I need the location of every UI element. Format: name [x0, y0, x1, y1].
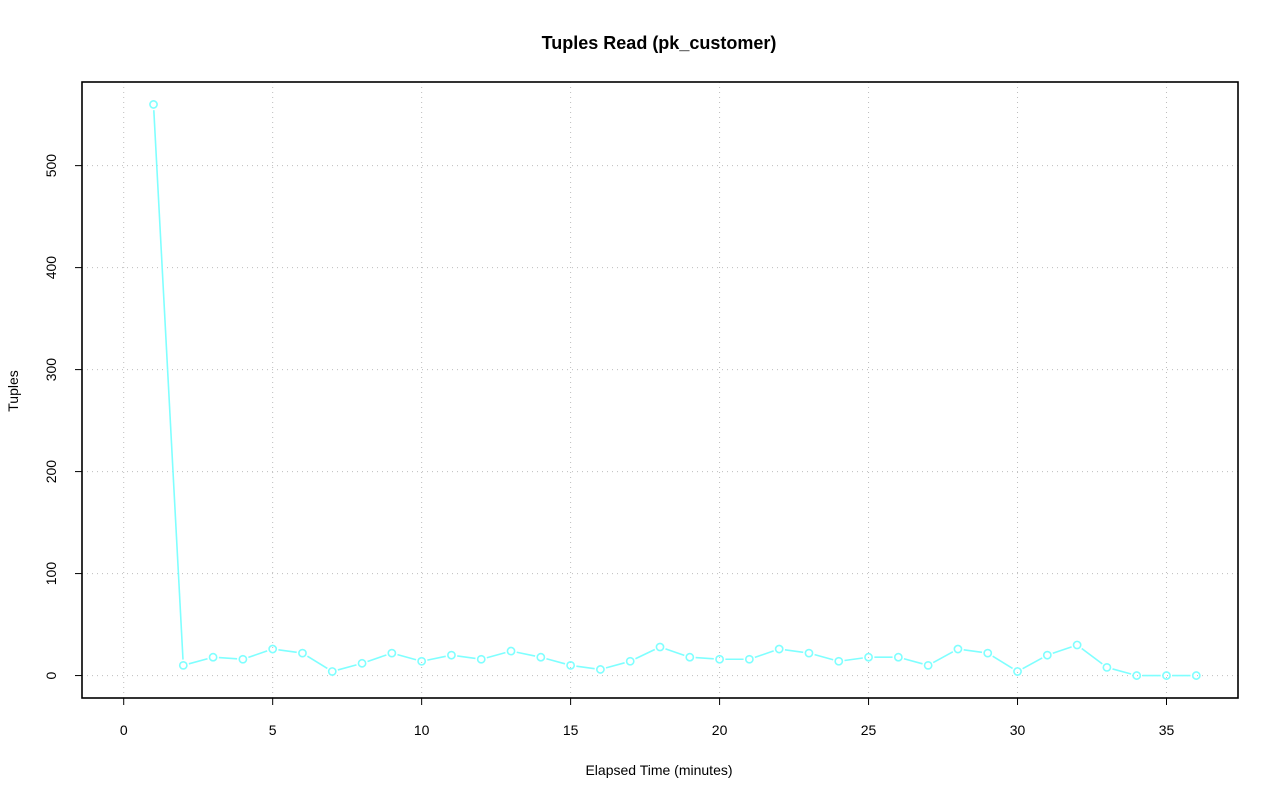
data-point	[327, 667, 337, 676]
data-point	[1132, 671, 1142, 680]
x-tick-label: 15	[563, 722, 579, 738]
y-tick-label: 400	[43, 256, 59, 280]
series-line-segment	[963, 649, 983, 654]
data-point	[447, 650, 456, 660]
data-point	[1042, 650, 1052, 660]
data-point	[506, 646, 516, 656]
y-tick-label: 500	[43, 154, 59, 178]
series-line-segment	[278, 649, 297, 654]
series-line-segment	[457, 655, 476, 660]
data-point	[566, 660, 576, 670]
x-tick-label: 10	[414, 722, 430, 738]
data-point	[1102, 663, 1112, 672]
y-tick-label: 0	[43, 671, 59, 679]
series-line-segment	[367, 654, 387, 663]
y-tick-label: 100	[43, 562, 59, 586]
series-line-segment	[784, 649, 804, 654]
data-point	[149, 100, 158, 109]
data-point	[983, 648, 993, 658]
y-axis-label: Tuples	[5, 370, 21, 412]
x-tick-label: 35	[1159, 722, 1175, 738]
series-line-segment	[1081, 647, 1103, 665]
data-point	[536, 652, 546, 662]
series-line-segment	[337, 664, 357, 671]
data-point	[804, 648, 814, 658]
series-line-segment	[665, 648, 685, 657]
series-line-segment	[248, 650, 268, 659]
series-line-segment	[427, 655, 446, 661]
data-point	[834, 656, 844, 666]
grid	[82, 82, 1238, 698]
plot-frame	[81, 81, 1239, 699]
x-tick-label: 5	[269, 722, 277, 738]
axes: 0 5 10 15 20 25 30 35 0 100 200 300 400 500	[43, 154, 1174, 738]
data-point	[1162, 671, 1171, 680]
data-point	[596, 665, 605, 674]
data-point	[655, 642, 665, 652]
data-point	[238, 654, 248, 664]
series-line-segment	[992, 655, 1014, 670]
data-point	[178, 660, 188, 670]
data-point	[864, 652, 873, 662]
data-point	[1191, 671, 1201, 680]
series-line-segment	[218, 656, 238, 660]
series-line-segment	[605, 662, 625, 669]
series-line-segment	[695, 656, 714, 660]
data-point	[298, 648, 307, 658]
data-point	[685, 652, 695, 662]
series-line-segment	[1052, 646, 1072, 655]
series-line-segment	[903, 657, 923, 665]
data-point	[774, 644, 784, 654]
series-line-segment	[1022, 657, 1043, 670]
series-line-segment	[486, 651, 506, 659]
series-line-segment	[516, 651, 536, 657]
series-line-segment	[1112, 668, 1132, 675]
x-axis-label: Elapsed Time (minutes)	[585, 762, 732, 778]
series-line-segment	[754, 650, 774, 659]
data-point	[744, 654, 754, 664]
y-tick-label: 300	[43, 358, 59, 382]
series-line-segment	[844, 657, 863, 662]
series-line-segment	[306, 655, 328, 670]
x-tick-label: 25	[861, 722, 877, 738]
data-point	[625, 656, 635, 666]
series-line-segment	[397, 653, 417, 661]
series-line-segment	[188, 657, 208, 665]
series-line-segment	[546, 657, 566, 665]
x-tick-label: 30	[1010, 722, 1026, 738]
series-layer	[149, 100, 1201, 680]
series-line-segment	[576, 665, 595, 670]
series-line-segment	[153, 110, 184, 660]
y-tick-label: 200	[43, 460, 59, 484]
data-point	[208, 652, 218, 662]
x-tick-label: 0	[120, 722, 128, 738]
x-tick-label: 20	[712, 722, 728, 738]
series-line-segment	[814, 653, 834, 661]
series-line-segment	[635, 648, 656, 660]
data-point	[715, 654, 724, 664]
data-point	[953, 644, 963, 654]
data-point	[1072, 640, 1082, 650]
data-point	[923, 660, 933, 670]
data-point	[1013, 667, 1022, 676]
data-point	[417, 656, 427, 666]
series-line-segment	[932, 651, 954, 664]
data-point	[476, 654, 486, 664]
data-point	[268, 644, 278, 654]
chart-title: Tuples Read (pk_customer)	[542, 33, 777, 53]
data-point	[893, 652, 903, 662]
data-point	[357, 658, 367, 668]
data-point	[387, 648, 397, 658]
